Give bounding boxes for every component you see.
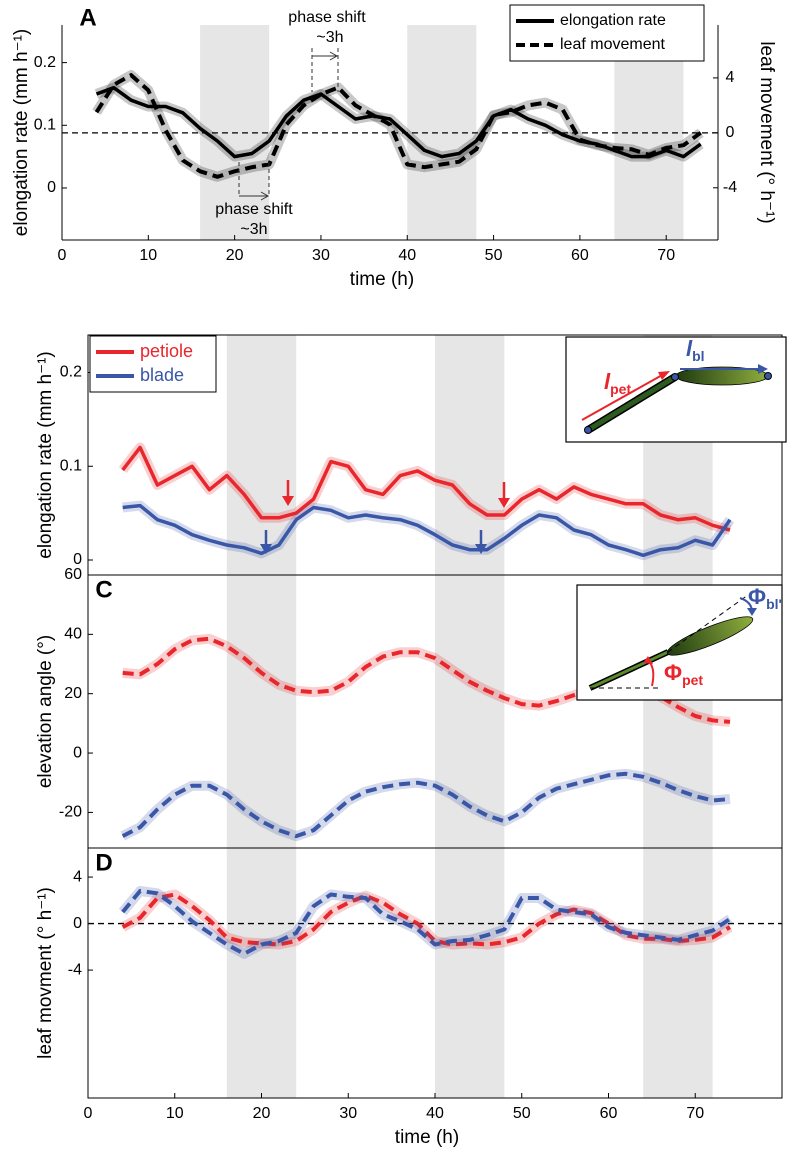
annotation: ~3h [316, 29, 343, 46]
y-tick-label: 4 [73, 868, 82, 885]
y-tick-label: 0.1 [34, 117, 56, 134]
y-tick-label: 0 [73, 915, 82, 932]
series-line [121, 771, 731, 839]
legend-label: leaf movement [560, 36, 665, 53]
symbol: Φ [664, 660, 682, 685]
night-shading [643, 848, 713, 1098]
x-tick-label: 70 [657, 247, 675, 264]
x-tick-label: 30 [312, 247, 330, 264]
inset-label: Φpet [664, 660, 703, 688]
subscript: bl [692, 348, 704, 364]
series-line [94, 73, 702, 179]
subscript: bl' [766, 596, 782, 612]
x-tick-label: 70 [686, 1105, 704, 1122]
inset-c [576, 584, 783, 701]
inset-label: Φbl' [748, 584, 782, 612]
panel-label: C [95, 576, 112, 603]
x-tick-label: 30 [339, 1105, 357, 1122]
night-shading [435, 335, 505, 575]
y-axis-label: elongation rate (mm h⁻¹) [35, 351, 56, 559]
phase-shift-bottom [238, 162, 270, 201]
subscript: pet [610, 381, 631, 397]
legend-label: blade [140, 365, 184, 385]
series-line [121, 445, 731, 532]
legend-label: petiole [140, 341, 193, 361]
subscript: pet [682, 672, 703, 688]
x-axis-label: time (h) [350, 269, 414, 290]
series-line [121, 892, 732, 947]
y2-tick-label: 4 [726, 69, 735, 86]
symbol: l [686, 336, 693, 361]
x-tick-label: 60 [600, 1105, 618, 1122]
y-tick-label: -20 [59, 804, 82, 821]
x-tick-label: 20 [253, 1105, 271, 1122]
y-tick-label: 0 [73, 744, 82, 761]
confidence-band [118, 442, 732, 535]
x-tick-label: 10 [139, 247, 157, 264]
x-tick-label: 0 [58, 247, 67, 264]
y2-tick-label: -4 [723, 179, 737, 196]
inset-label: lbl [686, 336, 705, 364]
x-tick-label: 10 [166, 1105, 184, 1122]
y-axis-label: elongation rate (mm h⁻¹) [11, 29, 32, 237]
y-tick-label: 60 [64, 566, 82, 583]
series-line [122, 636, 731, 724]
y-axis-label: elevation angle (°) [35, 635, 56, 788]
legend-box [89, 335, 217, 393]
panel-label: D [95, 849, 112, 876]
x-axis-label: time (h) [395, 1127, 459, 1148]
y-tick-label: 0.2 [34, 54, 56, 71]
symbol: Φ [748, 584, 766, 609]
night-shading [435, 575, 505, 848]
y-tick-label: 40 [64, 626, 82, 643]
annotation: phase shift [288, 9, 366, 26]
series-line [122, 503, 732, 558]
panel-label: A [79, 4, 96, 31]
x-tick-label: 40 [398, 247, 416, 264]
y-tick-label: 20 [64, 685, 82, 702]
inset-b [565, 336, 787, 443]
annotation: phase shift [215, 201, 293, 218]
y-tick-label: 0.1 [60, 457, 82, 474]
x-tick-label: 60 [571, 247, 589, 264]
x-tick-label: 0 [84, 1105, 93, 1122]
annotation: ~3h [240, 221, 267, 238]
y-tick-label: 0.2 [60, 364, 82, 381]
legend-label: elongation rate [560, 12, 666, 29]
y2-tick-label: 0 [726, 124, 735, 141]
night-shading [435, 848, 505, 1098]
y-tick-label: -4 [68, 961, 82, 978]
symbol: l [604, 369, 611, 394]
y-tick-label: 0 [73, 551, 82, 568]
x-tick-label: 20 [226, 247, 244, 264]
y-tick-label: 0 [47, 179, 56, 196]
phase-shift-top [311, 48, 339, 92]
inset-label: lpet [604, 369, 631, 397]
series-line [121, 889, 732, 956]
night-shading [226, 848, 297, 1098]
x-tick-label: 50 [513, 1105, 531, 1122]
arrows [260, 480, 510, 554]
legend-box [509, 4, 705, 62]
x-tick-label: 50 [485, 247, 503, 264]
y2-axis-label: leaf movement (° h⁻¹) [756, 41, 777, 223]
y-axis-label: leaf movment (° h⁻¹) [35, 887, 56, 1059]
x-tick-label: 40 [426, 1105, 444, 1122]
